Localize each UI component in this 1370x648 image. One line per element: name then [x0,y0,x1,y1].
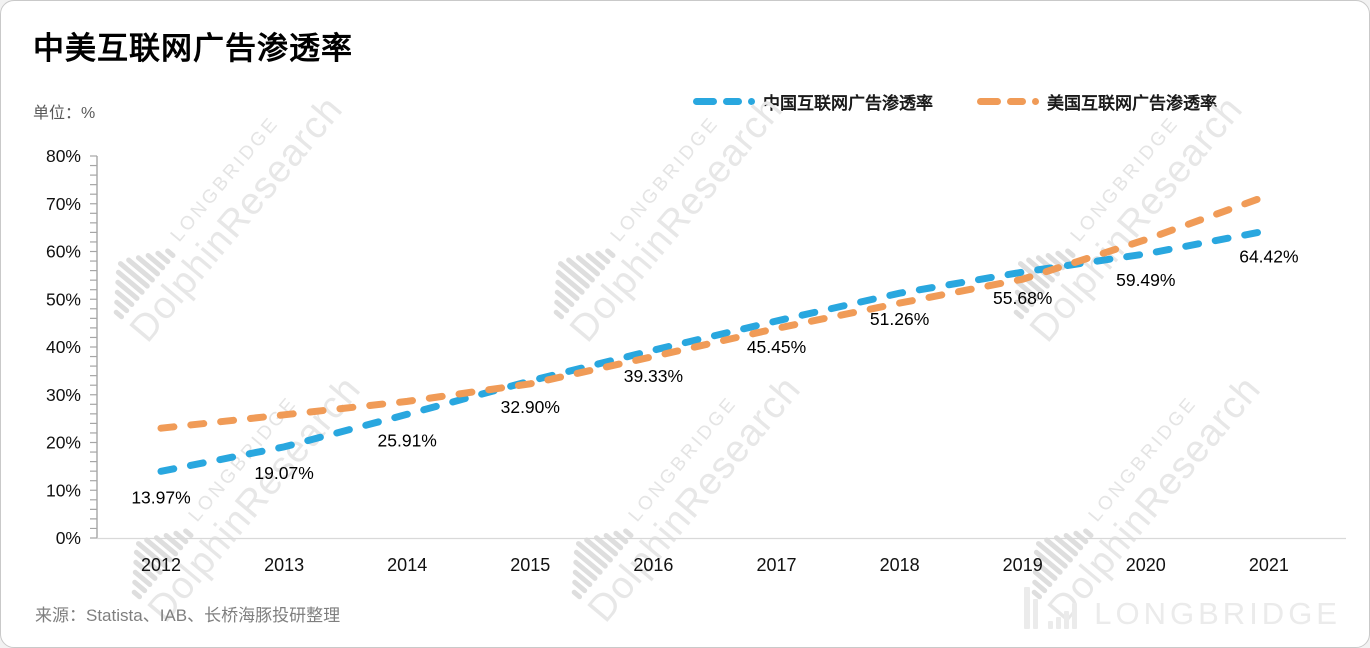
china-line-dash-icon [693,98,755,105]
china-point-label: 59.49% [1116,270,1175,290]
legend-label-china: 中国互联网广告渗透率 [763,94,933,113]
y-tick-label: 70% [46,194,81,214]
us-line-dash-icon [977,98,1039,105]
legend-item-us: 美国互联网广告渗透率 [977,89,1217,114]
china-point-label: 13.97% [131,487,190,507]
china-point-label: 19.07% [254,463,313,483]
x-tick-label: 2020 [1126,555,1166,575]
china-point-label: 55.68% [993,288,1052,308]
y-tick-label: 10% [46,480,81,500]
x-tick-label: 2015 [510,555,550,575]
china-point-label: 64.42% [1239,246,1298,266]
longbridge-logo-text: LONGBRIDGE [1094,596,1341,631]
china-point-label: 45.45% [747,337,806,357]
x-tick-label: 2017 [756,555,796,575]
y-tick-label: 50% [46,289,81,309]
longbridge-logo: LONGBRIDGE [1023,587,1341,629]
china-point-label: 39.33% [624,366,683,386]
china-point-label: 32.90% [501,397,560,417]
y-tick-label: 20% [46,433,81,453]
source-note: 来源：Statista、IAB、长桥海豚投研整理 [35,606,341,625]
y-tick-label: 60% [46,242,81,262]
page-title: 中美互联网广告渗透率 [33,31,353,66]
longbridge-bars-icon [1023,587,1079,629]
y-tick-label: 80% [46,146,81,166]
china-line [157,226,1273,475]
y-tick-label: 0% [56,528,81,548]
x-tick-label: 2021 [1249,555,1289,575]
china-point-label: 25.91% [378,430,437,450]
x-tick-label: 2012 [141,555,181,575]
y-tick-label: 40% [46,337,81,357]
legend-item-china: 中国互联网广告渗透率 [693,89,933,114]
us-line [157,191,1273,432]
x-tick-label: 2013 [264,555,304,575]
y-tick-label: 30% [46,385,81,405]
legend: 中国互联网广告渗透率 美国互联网广告渗透率 [693,89,1217,114]
x-tick-label: 2014 [387,555,427,575]
legend-label-us: 美国互联网广告渗透率 [1047,94,1217,113]
x-tick-label: 2019 [1003,555,1043,575]
x-tick-label: 2016 [633,555,673,575]
china-point-label: 51.26% [870,309,929,329]
unit-label: 单位：% [33,105,96,122]
x-tick-label: 2018 [880,555,920,575]
